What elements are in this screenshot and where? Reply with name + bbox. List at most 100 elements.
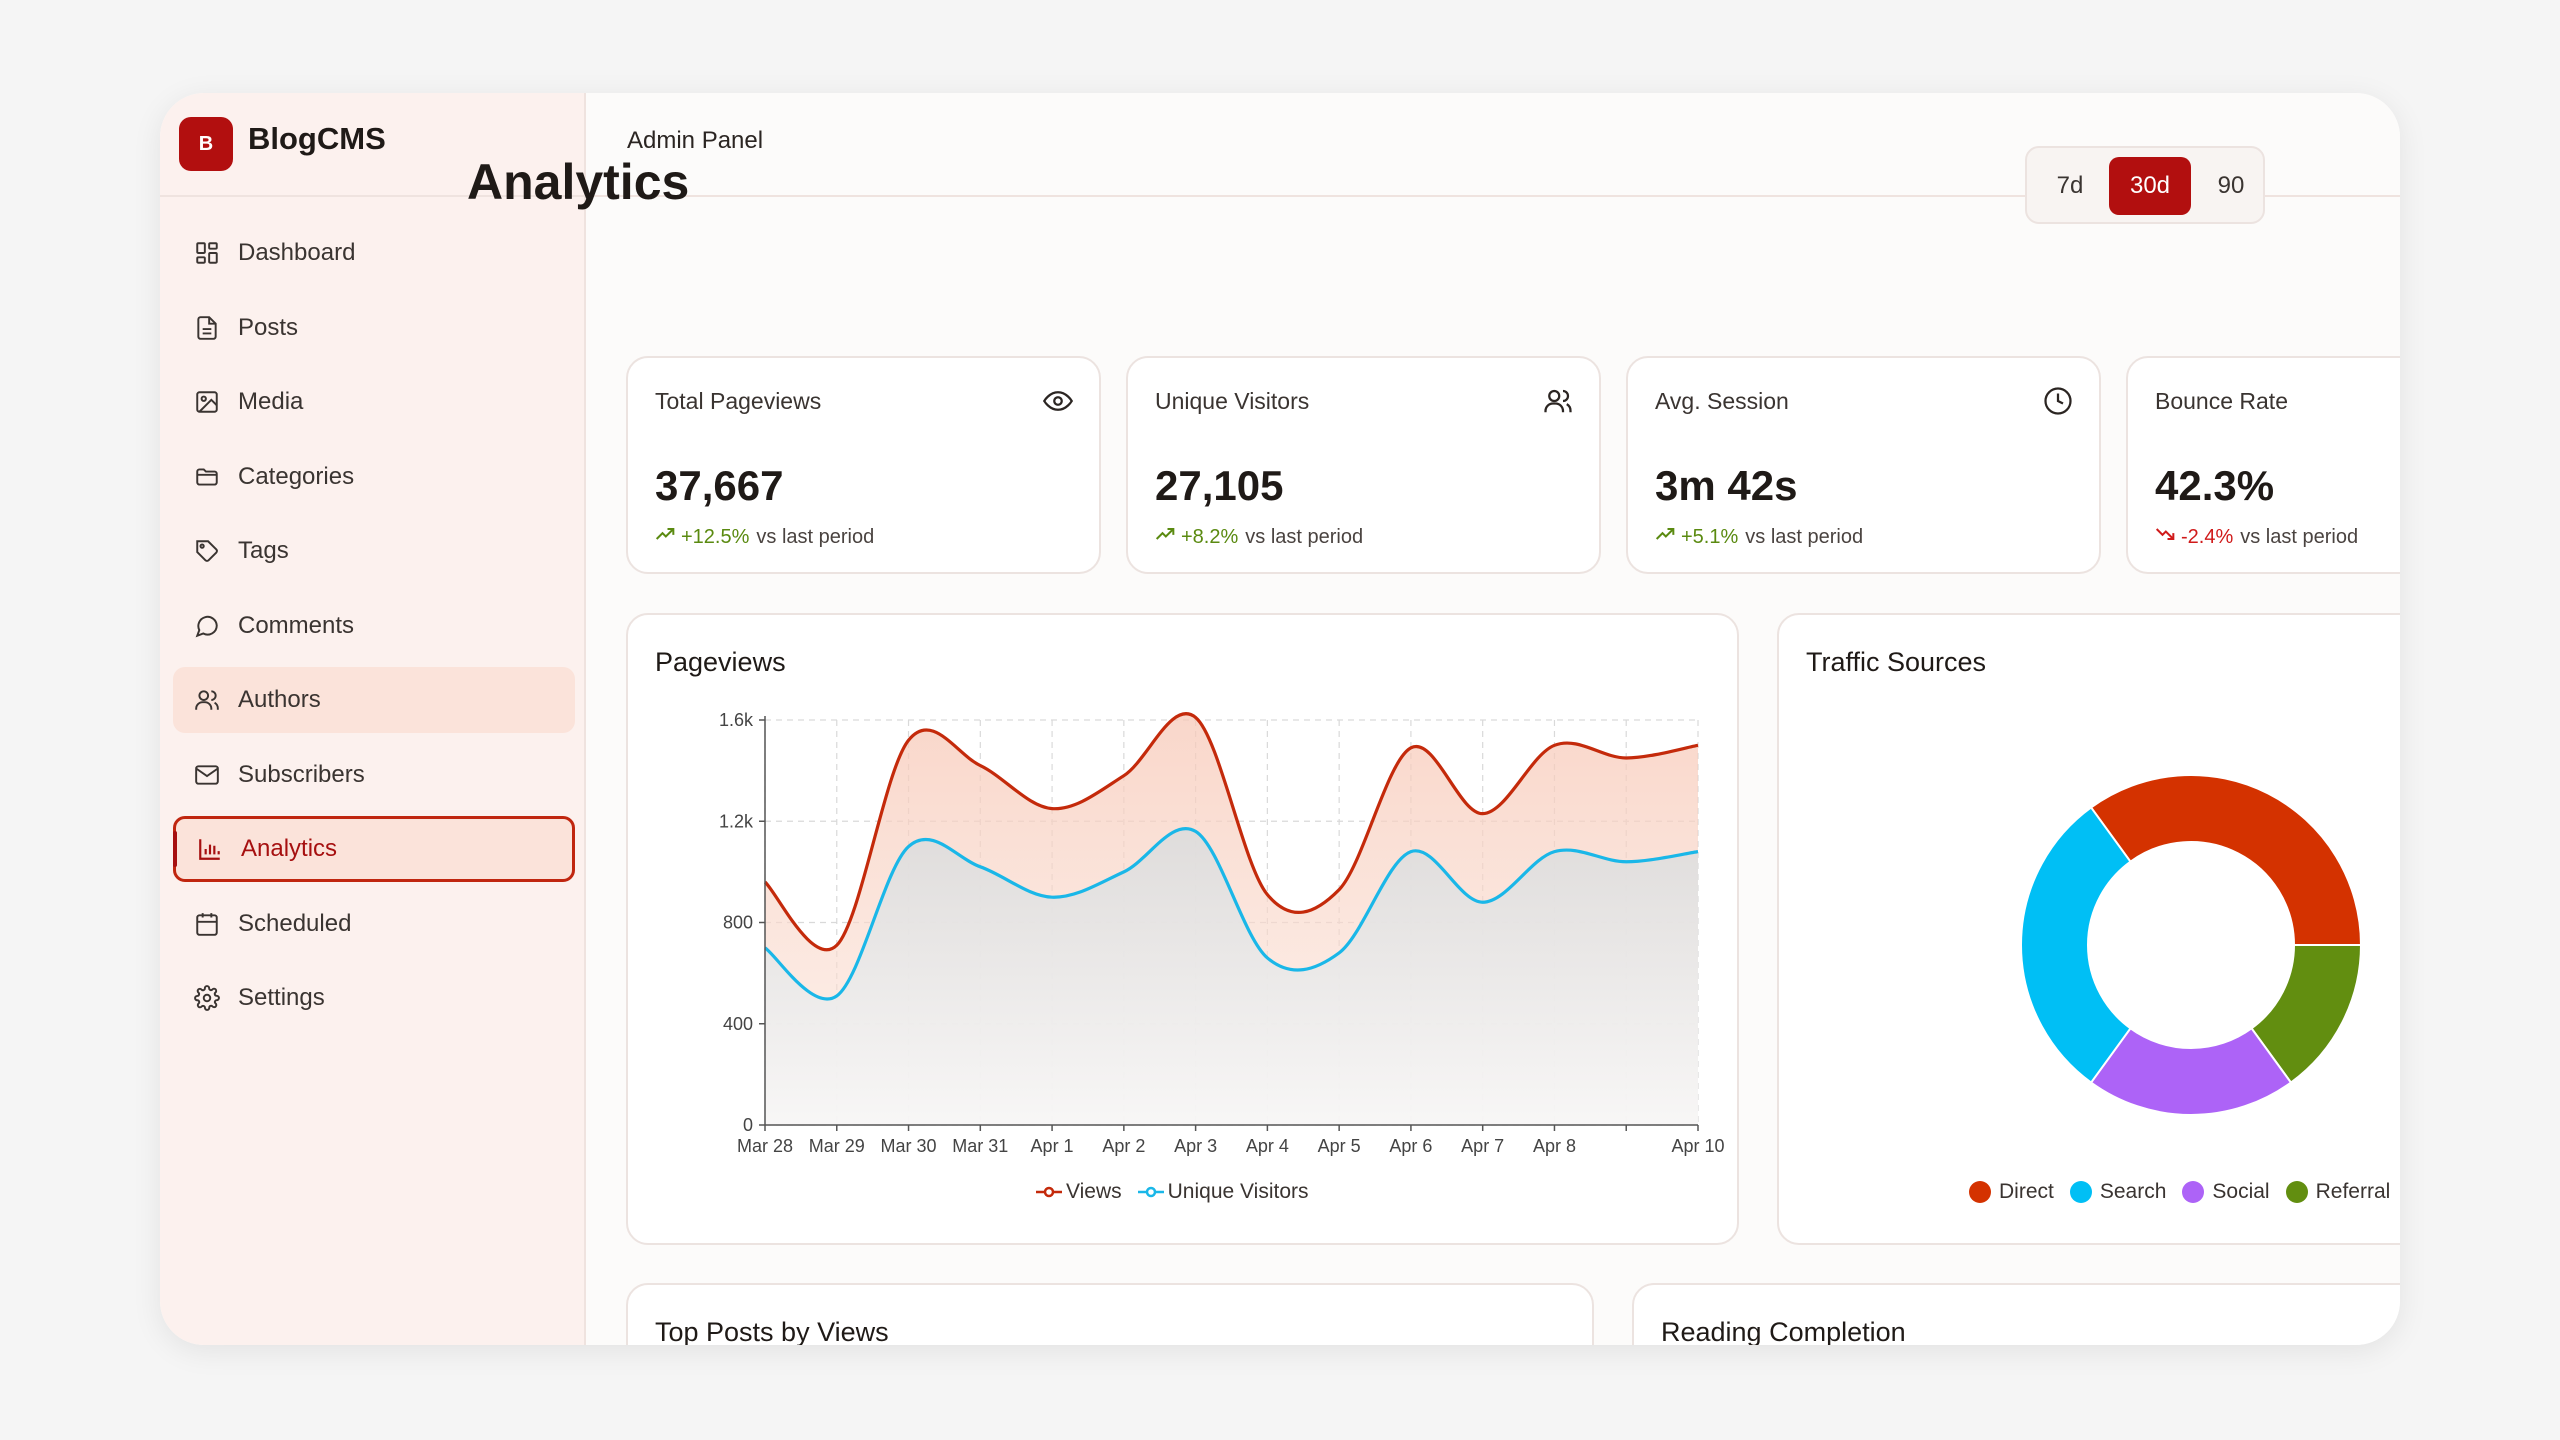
legend-label: Views xyxy=(1066,1180,1122,1203)
stat-delta-suffix: vs last period xyxy=(1745,525,1864,548)
brand-logo[interactable]: B xyxy=(179,117,233,171)
stat-delta: -2.4% vs last period xyxy=(2155,524,2358,550)
x-tick-label: Apr 2 xyxy=(1102,1136,1145,1156)
stat-label: Unique Visitors xyxy=(1155,388,1310,414)
sidebar-item-media[interactable]: Media xyxy=(173,369,575,435)
stat-delta-suffix: vs last period xyxy=(756,525,875,548)
x-tick-label: Apr 8 xyxy=(1533,1136,1576,1156)
top-posts-title: Top Posts by Views xyxy=(655,1317,889,1345)
main-content: Analytics 7d 30d 90 Total Pageviews 37,6… xyxy=(160,93,2400,1345)
sidebar-item-authors[interactable]: Authors xyxy=(173,667,575,733)
sidebar-item-posts[interactable]: Posts xyxy=(173,295,575,361)
sidebar-item-label: Media xyxy=(238,388,304,415)
sidebar-item-label: Tags xyxy=(238,537,289,564)
clock-icon xyxy=(2043,386,2075,418)
x-tick-label: Apr 10 xyxy=(1671,1136,1724,1156)
stat-card-avg-session: Avg. Session 3m 42s +5.1% vs last period xyxy=(1626,356,2101,574)
reading-completion-title: Reading Completion xyxy=(1661,1317,1906,1345)
donut-legend: Direct Search Social Referral xyxy=(1969,1180,2400,1204)
direct-slice xyxy=(2089,774,2363,946)
sidebar-item-settings[interactable]: Settings xyxy=(173,965,575,1031)
x-tick-label: Apr 6 xyxy=(1389,1136,1432,1156)
sidebar-item-dashboard[interactable]: Dashboard xyxy=(173,220,575,286)
legend-item-search[interactable]: Search xyxy=(2069,1180,2167,1204)
stat-card-unique-visitors: Unique Visitors 27,105 +8.2% vs last per… xyxy=(1126,356,1601,574)
legend-label: Direct xyxy=(1999,1180,2054,1203)
referral-swatch xyxy=(2285,1181,2308,1203)
x-tick-label: Mar 30 xyxy=(881,1136,937,1156)
stat-value: 42.3% xyxy=(2155,462,2275,509)
legend-item-visitors[interactable]: Unique Visitors xyxy=(1137,1180,1309,1204)
x-tick-label: Apr 3 xyxy=(1174,1136,1217,1156)
x-tick-label: Mar 31 xyxy=(952,1136,1008,1156)
stat-delta-value: +12.5% xyxy=(681,525,750,548)
social-swatch xyxy=(2182,1181,2205,1203)
sidebar-item-categories[interactable]: Categories xyxy=(173,444,575,510)
stat-label: Bounce Rate xyxy=(2155,388,2288,414)
x-tick-label: Mar 29 xyxy=(809,1136,865,1156)
range-30d-button[interactable]: 30d xyxy=(2109,157,2191,215)
range-90d-button[interactable]: 90 xyxy=(2217,172,2245,199)
legend-item-social[interactable]: Social xyxy=(2182,1180,2270,1204)
eye-icon xyxy=(1042,386,1075,418)
topbar-title: Admin Panel xyxy=(627,127,764,154)
stat-label: Avg. Session xyxy=(1655,388,1789,414)
stat-delta-value: +5.1% xyxy=(1681,525,1739,548)
legend-label: Unique Visitors xyxy=(1167,1180,1309,1203)
search-slice xyxy=(2020,806,2132,1084)
stat-delta: +5.1% vs last period xyxy=(1655,524,1863,550)
brand-name[interactable]: BlogCMS xyxy=(248,121,386,156)
x-tick-label: Apr 4 xyxy=(1246,1136,1289,1156)
stat-value: 27,105 xyxy=(1155,462,1284,509)
legend-item-direct[interactable]: Direct xyxy=(1969,1180,2054,1204)
legend-label: Social xyxy=(2212,1180,2270,1203)
stat-delta-suffix: vs last period xyxy=(2240,525,2359,548)
trend-up-icon xyxy=(1655,524,1675,550)
reading-completion-card: Reading Completion xyxy=(1632,1283,2400,1345)
stat-delta: +12.5% vs last period xyxy=(655,524,874,550)
date-range-selector: 7d 30d 90 xyxy=(2025,146,2265,224)
sidebar-nav: Dashboard Posts Media Categories Tags Co… xyxy=(173,220,575,1040)
stat-delta-value: +8.2% xyxy=(1181,525,1239,548)
stat-delta: +8.2% vs last period xyxy=(1155,524,1363,550)
legend-item-referral[interactable]: Referral xyxy=(2285,1180,2391,1204)
folder-icon xyxy=(192,462,222,492)
sidebar-item-comments[interactable]: Comments xyxy=(173,593,575,659)
brand: B BlogCMS xyxy=(160,93,584,197)
sidebar-item-tags[interactable]: Tags xyxy=(173,518,575,584)
sidebar-item-label: Analytics xyxy=(241,835,338,862)
stat-card-bounce-rate: Bounce Rate 42.3% -2.4% vs last period xyxy=(2126,356,2400,574)
visitors-legend-marker xyxy=(1137,1186,1164,1198)
top-posts-card: Top Posts by Views xyxy=(626,1283,1594,1345)
pageviews-chart: 0 400 800 1.2k 1.6k Mar 28 Mar 29 Mar 30 Mar 31 A… xyxy=(719,710,1725,1156)
comment-icon xyxy=(192,611,222,641)
legend-item-views[interactable]: Views xyxy=(1036,1180,1122,1204)
views-line xyxy=(763,712,1699,952)
x-tick-label: Apr 1 xyxy=(1031,1136,1074,1156)
gear-icon xyxy=(192,983,222,1013)
sidebar-item-scheduled[interactable]: Scheduled xyxy=(173,891,575,957)
visitors-line xyxy=(763,827,1699,1001)
stat-value: 3m 42s xyxy=(1655,462,1798,509)
range-7d-button[interactable]: 7d xyxy=(2056,172,2084,199)
sidebar-item-subscribers[interactable]: Subscribers xyxy=(173,742,575,808)
image-icon xyxy=(192,387,222,417)
legend-label: Search xyxy=(2099,1180,2167,1203)
tag-icon xyxy=(192,536,222,566)
sidebar-item-label: Dashboard xyxy=(238,239,356,266)
legend-label: Referral xyxy=(2315,1180,2391,1203)
stat-card-pageviews: Total Pageviews 37,667 +12.5% vs last pe… xyxy=(626,356,1101,574)
chart-legend: Views Unique Visitors xyxy=(1036,1180,1325,1204)
direct-swatch xyxy=(1969,1181,1991,1203)
calendar-icon xyxy=(192,909,222,939)
y-tick-label: 1.6k xyxy=(719,710,754,730)
chart-title: Traffic Sources xyxy=(1806,647,1987,677)
sidebar-item-label: Comments xyxy=(238,611,355,639)
x-tick-label: Apr 5 xyxy=(1318,1136,1361,1156)
sidebar: B BlogCMS Dashboard Posts Media Categori… xyxy=(160,93,586,1345)
y-tick-label: 1.2k xyxy=(719,811,754,831)
trend-up-icon xyxy=(1155,524,1175,550)
sidebar-item-analytics[interactable]: Analytics xyxy=(173,816,575,882)
sidebar-item-label: Posts xyxy=(238,313,299,341)
bar-chart-icon xyxy=(195,834,225,864)
